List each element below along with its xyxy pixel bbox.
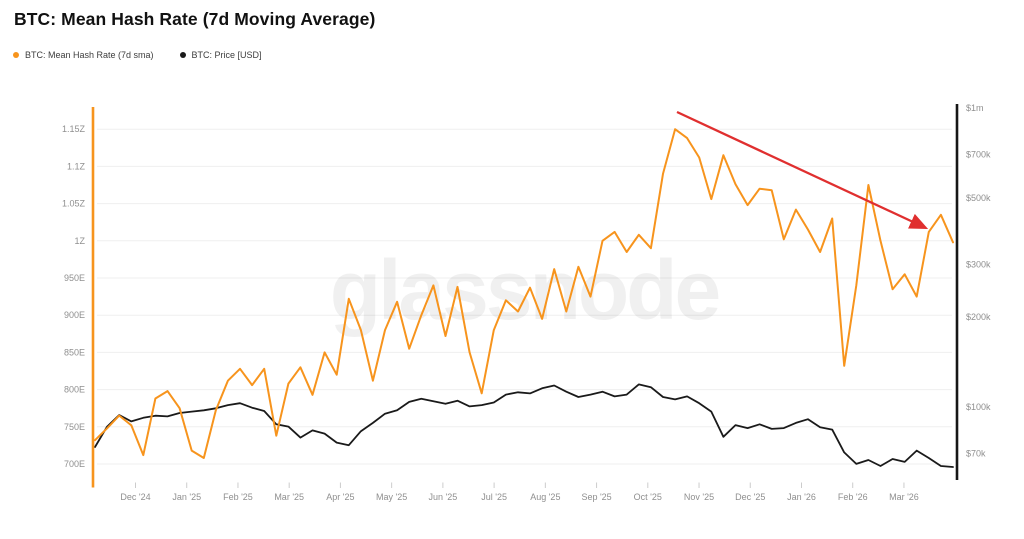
left-axis-tick-label: 1.05Z [62, 199, 86, 209]
x-axis-tick-label: Nov '25 [684, 492, 714, 502]
price-series-path [94, 383, 954, 468]
left-axis-tick-label: 1.1Z [67, 161, 86, 171]
gridlines [97, 128, 952, 465]
legend-item-hashrate[interactable]: BTC: Mean Hash Rate (7d sma) [13, 50, 154, 60]
right-axis-tick-label: $100k [966, 402, 991, 412]
left-axis-tick-label: 800E [64, 385, 85, 395]
x-axis-tick-label: Mar '26 [889, 492, 919, 502]
left-axis-tick-label: 1.15Z [62, 124, 86, 134]
x-axis-tick-label: Feb '25 [223, 492, 253, 502]
chart-title: BTC: Mean Hash Rate (7d Moving Average) [14, 9, 376, 29]
legend: BTC: Mean Hash Rate (7d sma) BTC: Price … [13, 50, 262, 60]
right-axis-tick-label: $700k [966, 149, 991, 159]
hashrate-series-path [94, 128, 954, 459]
legend-label-price: BTC: Price [USD] [191, 50, 262, 60]
hashrate-line[interactable] [94, 128, 954, 459]
left-axis-tick-label: 900E [64, 310, 85, 320]
legend-item-price[interactable]: BTC: Price [USD] [179, 50, 262, 60]
x-axis-tick-label: Oct '25 [634, 492, 662, 502]
x-axis-tick-label: Mar '25 [274, 492, 304, 502]
x-axis-tick-label: Jan '26 [787, 492, 816, 502]
x-axis-tick-label: Apr '25 [326, 492, 354, 502]
right-axis-tick-label: $200k [966, 312, 991, 322]
hashrate-series-dot-icon [13, 52, 19, 58]
price-series-dot-icon [179, 52, 186, 58]
right-axis-tick-label: $70k [966, 448, 986, 458]
left-axis-tick-label: 1Z [74, 236, 85, 246]
glassnode-watermark: glassnode [330, 243, 719, 337]
x-axis-tick-label: Feb '26 [838, 492, 868, 502]
right-axis-tick-label: $300k [966, 259, 991, 269]
x-axis-tick-label: Dec '25 [735, 492, 765, 502]
axis-labels: 1.15Z 1.1Z 1.05Z 1Z 950E 900E 850E 800E 750E 700E… [62, 103, 991, 502]
left-axis-tick-label: 850E [64, 347, 85, 357]
x-axis-tick-label: Sep '25 [581, 492, 611, 502]
x-axis-tick-label: Jun '25 [429, 492, 458, 502]
x-axis-tick-label: May '25 [376, 492, 407, 502]
left-axis-tick-label: 700E [64, 459, 85, 469]
legend-label-hashrate: BTC: Mean Hash Rate (7d sma) [25, 50, 154, 60]
price-line[interactable] [94, 383, 954, 468]
right-axis-tick-label: $1m [966, 103, 984, 113]
left-axis-tick-label: 750E [64, 422, 85, 432]
x-axis-tick-label: Jan '25 [172, 492, 201, 502]
downtrend-arrow-icon [676, 110, 929, 230]
x-axis-tick-label: Aug '25 [530, 492, 560, 502]
x-axis-tick-label: Dec '24 [120, 492, 150, 502]
x-axis-tick-label: Jul '25 [481, 492, 507, 502]
axes [91, 104, 959, 488]
right-axis-tick-label: $500k [966, 193, 991, 203]
left-axis-tick-label: 950E [64, 273, 85, 283]
